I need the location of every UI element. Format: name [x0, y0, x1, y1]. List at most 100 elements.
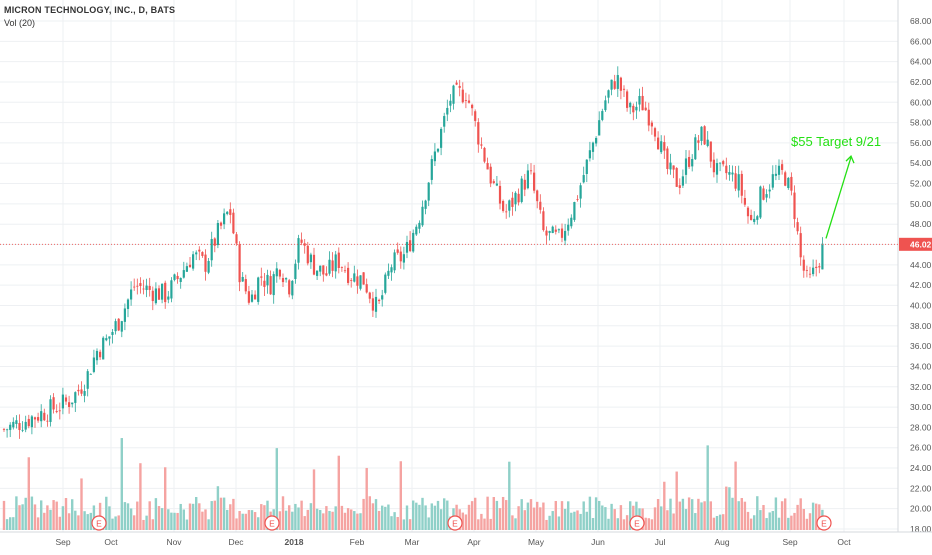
candle-body	[489, 166, 492, 184]
volume-bar	[598, 500, 601, 530]
candle-body	[381, 295, 384, 300]
volume-bar	[545, 519, 548, 530]
time-axis[interactable]: Sep Oct Nov Dec 2018 Feb Mar Apr May Jun Jul Aug Sep…	[0, 531, 932, 547]
candle-body	[774, 173, 777, 176]
volume-bar	[241, 513, 244, 530]
candle-body	[384, 274, 387, 293]
volume-bar	[133, 515, 136, 530]
candle-body	[440, 128, 443, 148]
volume-bar	[12, 517, 15, 530]
candle-body	[750, 214, 753, 221]
candle-body	[709, 141, 712, 162]
candle-body	[557, 229, 560, 231]
candle-body	[170, 280, 173, 299]
candle-body	[446, 107, 449, 115]
volume-bar	[483, 518, 486, 530]
volume-bar	[780, 501, 784, 530]
candle-body	[201, 252, 204, 256]
candle-body	[55, 411, 58, 413]
candle-body	[688, 156, 691, 167]
candle-body	[71, 402, 74, 405]
volume-bar	[784, 498, 787, 530]
candle-body	[765, 194, 768, 198]
candle-body	[257, 277, 260, 302]
candle-body	[254, 294, 257, 300]
candle-body	[260, 276, 263, 278]
candle-body	[49, 399, 52, 422]
volume-bar	[650, 519, 654, 530]
volume-bar	[694, 513, 697, 530]
volume-bar	[387, 504, 390, 530]
candle-body	[303, 243, 306, 246]
candle-body	[40, 411, 43, 422]
volume-bar	[443, 498, 446, 530]
candle-body	[390, 267, 393, 273]
volume-bar	[350, 509, 353, 530]
volume-bar	[474, 497, 477, 530]
price-tick-label: 56.00	[910, 138, 932, 148]
price-tick-label: 28.00	[910, 422, 932, 432]
time-tick-label: Jun	[591, 537, 605, 547]
candle-body	[607, 90, 610, 98]
candle-body	[179, 277, 182, 282]
candle-body	[464, 100, 467, 101]
candle-body	[285, 278, 288, 280]
volume-bar	[489, 518, 492, 530]
candle-body	[554, 229, 557, 232]
volume-bar	[570, 512, 573, 530]
candle-body	[61, 394, 64, 409]
candle-body	[719, 162, 722, 164]
earnings-marker-label: E	[821, 519, 827, 529]
candle-body	[195, 252, 198, 255]
candle-body	[458, 85, 461, 88]
candle-body	[477, 122, 480, 145]
candle-body	[616, 75, 619, 89]
candle-body	[508, 200, 511, 211]
volume-bar	[253, 512, 257, 530]
volume-bar	[734, 461, 737, 530]
volume-bar	[58, 516, 61, 530]
candle-body	[421, 206, 424, 226]
volume-bar	[560, 501, 564, 530]
candle-body	[805, 269, 808, 271]
candle-body	[471, 104, 474, 109]
candle-body	[145, 285, 148, 291]
candle-body	[753, 218, 756, 222]
price-axis[interactable]: 18.00 20.00 22.00 24.00 26.00 28.00 30.00 32.00…	[897, 0, 932, 550]
volume-bar	[126, 503, 130, 530]
candle-body	[526, 170, 529, 189]
candle-body	[815, 266, 818, 269]
volume-bar	[284, 510, 288, 530]
volume-bar	[393, 512, 396, 530]
time-tick-label: Apr	[467, 537, 480, 547]
volume-bar	[774, 497, 778, 530]
symbol-title: MICRON TECHNOLOGY, INC., D, BATS	[4, 5, 176, 15]
volume-bar	[725, 486, 728, 530]
volume-bar	[470, 501, 474, 530]
candle-body	[247, 291, 250, 303]
volume-bar	[80, 478, 83, 530]
candle-body	[427, 182, 430, 201]
volume-bar	[427, 517, 430, 530]
volume-bar	[579, 513, 582, 530]
last-price-badge	[899, 237, 932, 251]
last-price-label: 46.02	[910, 239, 932, 249]
volume-bar	[467, 504, 471, 530]
volume-bar	[402, 519, 406, 530]
candle-body	[316, 270, 319, 276]
volume-bar	[675, 471, 678, 530]
volume-bar	[337, 455, 340, 530]
volume-bar	[480, 513, 483, 530]
volume-bar	[297, 507, 300, 530]
volume-bar	[415, 502, 418, 530]
price-tick-label: 62.00	[910, 77, 932, 87]
candle-body	[154, 288, 157, 304]
candle-body	[492, 181, 495, 183]
candle-body	[818, 266, 821, 268]
price-tick-label: 42.00	[910, 280, 932, 290]
volume-bar	[362, 498, 365, 530]
volume-bar	[278, 511, 282, 530]
volume-bar	[52, 500, 55, 530]
